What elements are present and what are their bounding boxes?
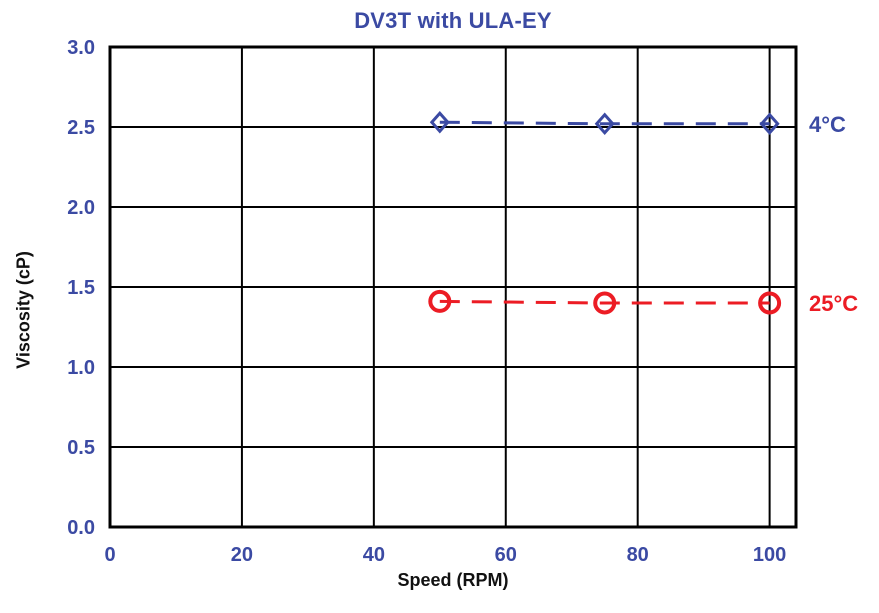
series-1-marker-1	[593, 291, 617, 315]
series-line-1	[439, 299, 770, 305]
x-tick-label-1: 20	[231, 544, 253, 566]
y-tick-label-1: 0.5	[67, 437, 95, 459]
series-line-0	[439, 120, 770, 126]
x-tick-label-3: 60	[495, 544, 517, 566]
x-tick-label-5: 100	[753, 544, 786, 566]
y-tick-label-6: 3.0	[67, 37, 95, 59]
y-tick-label-0: 0.0	[67, 517, 95, 539]
x-tick-label-0: 0	[104, 544, 115, 566]
series-1-marker-2	[758, 291, 782, 315]
y-tick-label-3: 1.5	[67, 277, 95, 299]
y-tick-label-5: 2.5	[67, 117, 95, 139]
x-axis-title: Speed (RPM)	[397, 570, 509, 590]
chart-title: DV3T with ULA-EY	[354, 8, 552, 33]
y-tick-label-2: 1.0	[67, 357, 95, 379]
series-0-marker-1	[594, 112, 615, 136]
series-label-1: 25°C	[809, 291, 858, 316]
series-0-marker-2	[759, 112, 780, 136]
y-axis-title: Viscosity (cP)	[13, 251, 34, 369]
series-label-0: 4°C	[809, 112, 846, 137]
series-1-marker-0	[428, 289, 452, 313]
y-tick-label-4: 2.0	[67, 197, 95, 219]
x-tick-label-2: 40	[363, 544, 385, 566]
x-tick-label-4: 80	[627, 544, 649, 566]
plot-border	[108, 45, 798, 529]
series-0-marker-0	[429, 110, 450, 134]
